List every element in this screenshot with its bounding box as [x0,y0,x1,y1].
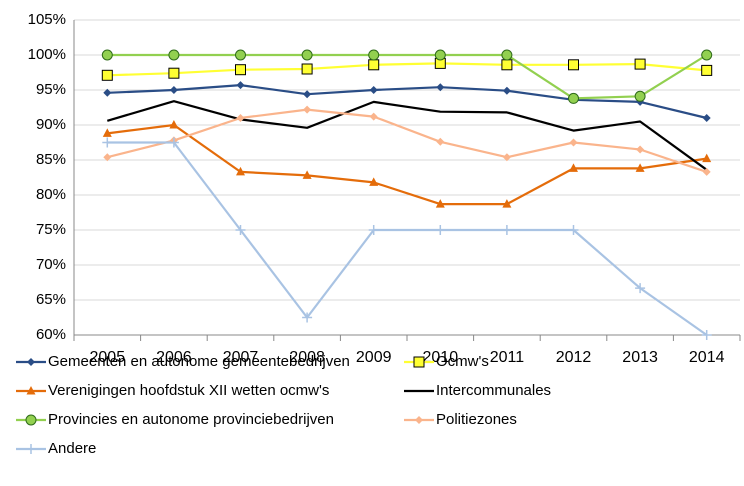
series-line [107,141,708,336]
data-point [303,90,312,99]
y-tick-label: 75% [36,221,66,238]
data-point [101,69,113,81]
data-point [368,225,379,235]
data-point [168,67,180,79]
data-point [235,64,246,76]
x-tick-label: 2006 [156,349,192,366]
data-point [235,225,246,235]
data-point [369,112,378,121]
data-point [236,166,245,176]
data-point [168,49,180,61]
x-tick-label: 2005 [90,349,126,366]
legend-marker [413,356,425,368]
data-point [636,145,645,154]
data-point [369,86,378,94]
data-point [436,137,445,146]
data-point [102,128,112,137]
x-tick-label: 2012 [556,349,592,366]
y-tick-label: 70% [36,256,66,273]
series-line [107,123,707,206]
data-point [501,225,512,235]
series-line [107,108,708,173]
y-tick-label: 100% [28,46,66,63]
legend-label: Politiezones [436,411,517,428]
legend-marker [25,414,37,426]
series-line [107,62,707,77]
data-point [169,86,178,94]
legend-label: Andere [48,440,96,457]
legend-marker [415,416,423,424]
legend-marker [27,358,35,366]
series-line [107,84,707,120]
data-point [634,58,646,70]
x-tick-label: 2011 [490,349,525,366]
data-point [435,225,446,235]
y-tick-label: 80% [36,186,66,203]
data-point [102,137,113,148]
data-point [701,64,713,76]
data-point [235,49,246,61]
data-point [502,153,511,162]
y-tick-label: 65% [36,291,66,308]
series-line [106,100,708,171]
data-point [702,114,711,122]
data-point [303,105,312,114]
data-point [369,177,379,186]
data-point [101,49,113,61]
data-point [701,49,713,61]
data-point [368,59,380,71]
y-tick-label: 105% [28,11,66,28]
y-tick-label: 85% [36,151,66,168]
data-point [568,59,579,71]
data-point [501,59,513,71]
data-point [569,138,578,147]
y-tick-label: 60% [36,326,66,343]
data-point [569,163,578,172]
x-tick-label: 2009 [356,349,392,366]
data-point [502,86,511,95]
data-point [301,63,313,75]
data-point [368,49,380,61]
data-point [502,199,512,208]
legend-label: Ocmw's [436,353,489,370]
data-point [236,81,245,90]
data-point [635,163,645,172]
data-point [301,49,313,61]
x-tick-label: 2008 [289,349,325,366]
data-point [702,153,712,163]
data-point [434,49,446,61]
data-point [568,92,579,104]
data-point [635,283,646,294]
data-point [568,225,579,235]
legend-label: Verenigingen hoofdstuk XII wetten ocmw's [48,382,329,399]
legend-label: Gemeenten en autonome gemeentebedrijven [48,353,350,370]
legend-label: Intercommunales [436,382,551,399]
x-tick-label: 2014 [689,349,725,366]
data-point [634,90,646,102]
series-line [107,53,708,100]
data-point [302,170,312,179]
data-point [169,120,179,129]
data-point [236,114,245,122]
x-tick-label: 2013 [622,349,658,366]
y-tick-label: 90% [36,116,66,133]
data-point [435,199,445,208]
data-point [701,330,712,340]
legend-marker [26,444,36,454]
data-point [103,88,112,97]
y-tick-label: 95% [36,81,66,98]
data-point [168,137,179,148]
legend-marker [26,386,36,395]
data-point [501,49,513,61]
data-point [302,312,313,323]
x-tick-label: 2007 [223,349,259,366]
legend-label: Provincies en autonome provinciebedrijve… [48,411,334,428]
data-point [702,167,711,176]
data-point [436,83,445,92]
data-point [103,153,112,162]
